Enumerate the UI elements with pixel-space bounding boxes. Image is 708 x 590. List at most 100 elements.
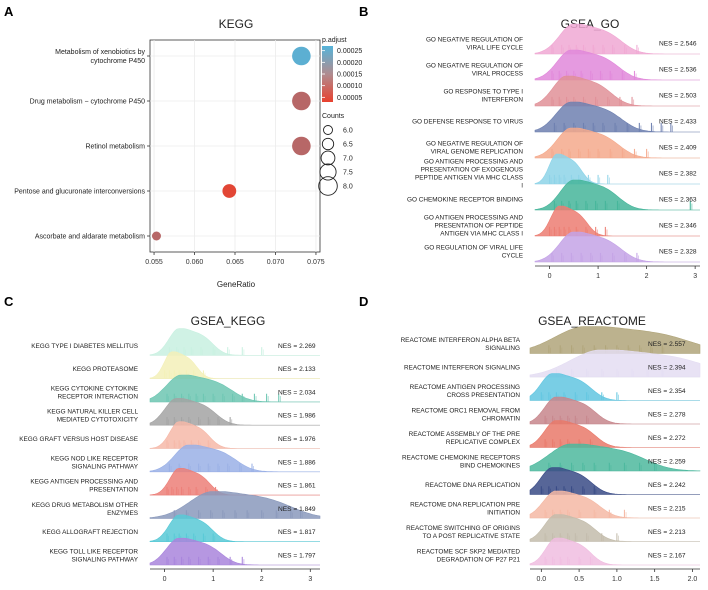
counts-legend-entries: 6.0 6.5 7.0 7.5 8.0 — [318, 125, 353, 196]
panel-d-title: GSEA_REACTOME — [538, 314, 646, 328]
nes-label: NES = 2.382 — [659, 170, 697, 177]
density-ridge — [149, 444, 320, 473]
density-ridge — [149, 351, 320, 379]
counts-legend-label: 7.0 — [343, 156, 353, 163]
density-ridge — [529, 467, 700, 495]
density-ridge — [149, 537, 320, 566]
colorbar-tick-label: 0.00025 — [337, 48, 362, 55]
pathway-label: GO RESPONSE TO TYPE I INTERFERON — [443, 88, 523, 103]
counts-legend-circle — [319, 163, 337, 181]
density-ridge — [529, 443, 701, 472]
pathway-label: KEGG TYPE I DIABETES MELLITUS — [31, 343, 138, 350]
panel-a-marks: 0.055 0.060 0.065 0.070 0.075 Metabolism of x… — [14, 40, 325, 266]
counts-legend-title: Counts — [322, 113, 345, 120]
pathway-label: KEGG GRAFT VERSUS HOST DISEASE — [19, 436, 138, 443]
density-ridge — [529, 349, 701, 378]
nes-label: NES = 2.346 — [659, 222, 697, 229]
panel-b-marks: 0 1 2 3 GO NEGATIVE REGULATION OF VIRAL LIFE … — [407, 23, 700, 280]
panel-a-title: KEGG — [219, 17, 254, 31]
nes-label: NES = 1.976 — [278, 436, 316, 443]
density-ridge — [529, 326, 701, 354]
counts-legend-label: 8.0 — [343, 184, 353, 191]
panel-c-marks: 0 1 2 3 KEGG TYPE I DIABETES MELLITUS NES = 2… — [19, 328, 321, 583]
pathway-label: KEGG TOLL LIKE RECEPTOR SIGNALING PATHWAY — [49, 548, 138, 563]
nes-label: NES = 2.242 — [648, 482, 686, 489]
pathway-label: KEGG ALLOGRAFT REJECTION — [42, 529, 138, 536]
pathway-label: KEGG DRUG METABOLISM OTHER ENZYMES — [32, 502, 139, 517]
density-ridge — [534, 231, 700, 263]
nes-label: NES = 2.503 — [659, 92, 697, 99]
nes-label: NES = 1.797 — [278, 553, 316, 560]
counts-legend-circle — [318, 176, 338, 196]
nes-label: NES = 2.133 — [278, 366, 316, 373]
x-tick-label: 0.065 — [226, 259, 244, 266]
x-tick-label: 0 — [163, 576, 167, 583]
nes-label: NES = 2.536 — [659, 66, 697, 73]
p-adjust-colorbar — [322, 46, 333, 102]
pathway-label: REACTOME DNA REPLICATION PRE INITIATION — [410, 501, 520, 516]
x-tick-label: 0 — [548, 273, 552, 280]
nes-label: NES = 1.986 — [278, 413, 316, 420]
x-tick-label: 2 — [260, 576, 264, 583]
pathway-label: REACTOME INTERFERON SIGNALING — [404, 364, 520, 371]
density-ridge — [534, 127, 700, 159]
pathway-label: REACTOME ANTIGEN PROCESSING CROSS PRESENT… — [410, 384, 521, 399]
pathway-label: REACTOME SCF SKP2 MEDIATED DEGRADATION OF… — [417, 548, 521, 563]
pathway-label: REACTOME INTERFERON ALPHA BETA SIGNALING — [401, 337, 521, 352]
panel-d-marks: 0.0 0.5 1.0 1.5 2.0 REACTOME INTERFERON ALPHA… — [401, 326, 701, 583]
counts-legend-circle — [323, 125, 333, 135]
category-label: Ascorbate and aldarate metabolism — [35, 233, 145, 240]
density-ridge — [149, 374, 320, 403]
pathway-label: GO ANTIGEN PROCESSING AND PRESENTATION OF… — [415, 158, 523, 189]
pathway-label: KEGG NOD LIKE RECEPTOR SIGNALING PATHWAY — [51, 455, 139, 470]
nes-label: NES = 2.394 — [648, 364, 686, 371]
p-adjust-legend-title: p.adjust — [322, 37, 347, 44]
colorbar-tick-label: 0.00010 — [337, 83, 362, 90]
pathway-label: REACTOME SWITCHING OF ORIGINS TO A POST R… — [406, 525, 520, 540]
counts-legend-label: 7.5 — [343, 170, 353, 177]
colorbar-tick-label: 0.00020 — [337, 60, 362, 67]
panel-letter-c: C — [4, 294, 14, 309]
nes-label: NES = 1.849 — [278, 506, 316, 513]
x-tick-label: 1.5 — [650, 576, 660, 583]
pathway-label: KEGG CYTOKINE CYTOKINE RECEPTOR INTERACTI… — [51, 385, 139, 400]
pathway-label: REACTOME ORC1 REMOVAL FROM CHROMATIN — [411, 407, 520, 422]
panel-c-title: GSEA_KEGG — [191, 314, 266, 328]
nes-label: NES = 2.363 — [659, 196, 697, 203]
panel-a-legend: p.adjust 0.000250.000200.000150.000100.0… — [318, 37, 362, 196]
density-ridge — [149, 398, 320, 426]
pathway-label: GO NEGATIVE REGULATION OF VIRAL LIFE CYCL… — [426, 36, 523, 51]
pathway-label: REACTOME CHEMOKINE RECEPTORS BIND CHEMOKI… — [402, 454, 520, 469]
data-point — [292, 91, 311, 111]
counts-legend-label: 6.5 — [343, 142, 353, 149]
data-point — [292, 136, 311, 156]
x-tick-label: 2 — [645, 273, 649, 280]
pathway-label: GO CHEMOKINE RECEPTOR BINDING — [407, 196, 523, 203]
x-tick-label: 0.055 — [145, 259, 163, 266]
nes-label: NES = 1.817 — [278, 529, 316, 536]
density-ridge — [529, 490, 700, 519]
nes-label: NES = 2.259 — [648, 458, 686, 465]
x-tick-label: 2.0 — [688, 576, 698, 583]
x-tick-label: 3 — [308, 576, 312, 583]
density-ridge — [529, 396, 700, 425]
density-ridge — [529, 420, 700, 448]
counts-legend-label: 6.0 — [343, 128, 353, 135]
x-tick-label: 0.060 — [186, 259, 204, 266]
category-label: Metabolism of xenobiotics by cytochrome P… — [55, 49, 145, 65]
density-ridge — [149, 421, 320, 449]
pathway-label: GO NEGATIVE REGULATION OF VIRAL PROCESS — [426, 62, 523, 77]
category-label: Retinol metabolism — [85, 143, 145, 150]
nes-label: NES = 2.354 — [648, 388, 686, 395]
category-label: Pentose and glucuronate interconversions — [14, 188, 145, 195]
density-ridge — [534, 153, 700, 185]
density-ridge — [534, 101, 700, 133]
x-tick-label: 0.075 — [307, 259, 325, 266]
panel-letter-a: A — [4, 4, 14, 19]
density-ridge — [149, 328, 320, 356]
data-point — [292, 46, 311, 66]
nes-label: NES = 2.546 — [659, 40, 697, 47]
pathway-label: GO REGULATION OF VIRAL LIFE CYCLE — [424, 244, 523, 259]
density-ridge — [529, 537, 700, 566]
